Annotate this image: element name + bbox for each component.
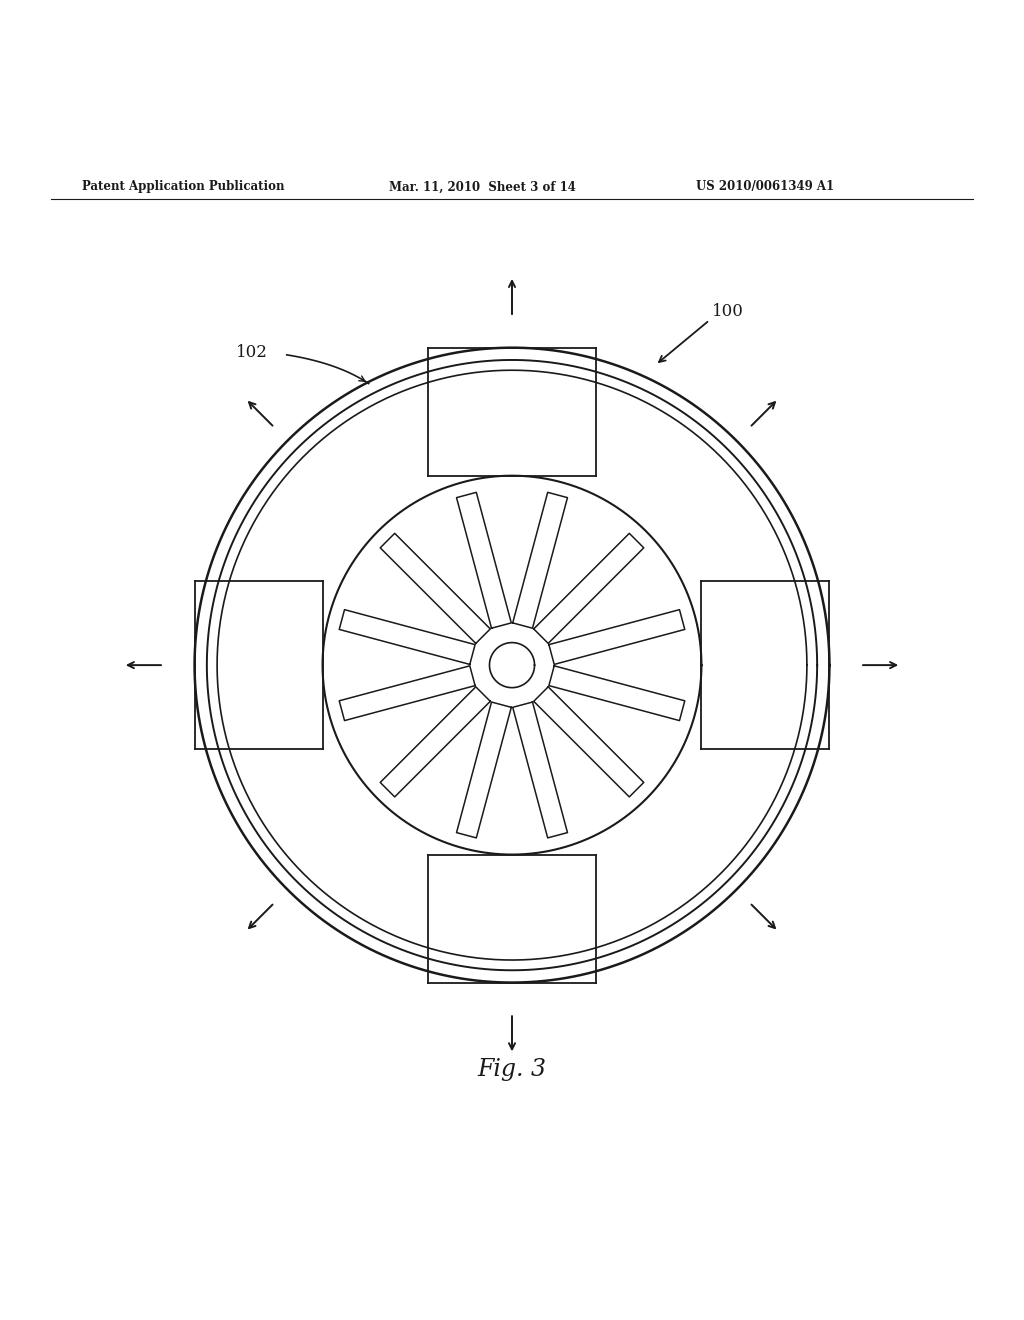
Polygon shape (380, 686, 490, 797)
Polygon shape (549, 610, 685, 664)
Polygon shape (513, 702, 567, 838)
Polygon shape (457, 492, 511, 628)
Polygon shape (549, 665, 685, 721)
Polygon shape (428, 347, 596, 475)
Polygon shape (195, 347, 829, 982)
Polygon shape (457, 702, 511, 838)
Polygon shape (513, 492, 567, 628)
Polygon shape (380, 533, 490, 643)
Polygon shape (534, 686, 644, 797)
Polygon shape (339, 610, 475, 664)
Polygon shape (534, 533, 644, 643)
Polygon shape (701, 581, 829, 748)
Text: 102: 102 (236, 345, 267, 362)
Text: Patent Application Publication: Patent Application Publication (82, 181, 285, 194)
Text: 100: 100 (712, 304, 743, 321)
Polygon shape (195, 581, 323, 748)
Polygon shape (428, 854, 596, 982)
Text: US 2010/0061349 A1: US 2010/0061349 A1 (696, 181, 835, 194)
Polygon shape (339, 665, 475, 721)
Polygon shape (323, 475, 701, 854)
Text: Mar. 11, 2010  Sheet 3 of 14: Mar. 11, 2010 Sheet 3 of 14 (389, 181, 575, 194)
Text: Fig. 3: Fig. 3 (477, 1059, 547, 1081)
